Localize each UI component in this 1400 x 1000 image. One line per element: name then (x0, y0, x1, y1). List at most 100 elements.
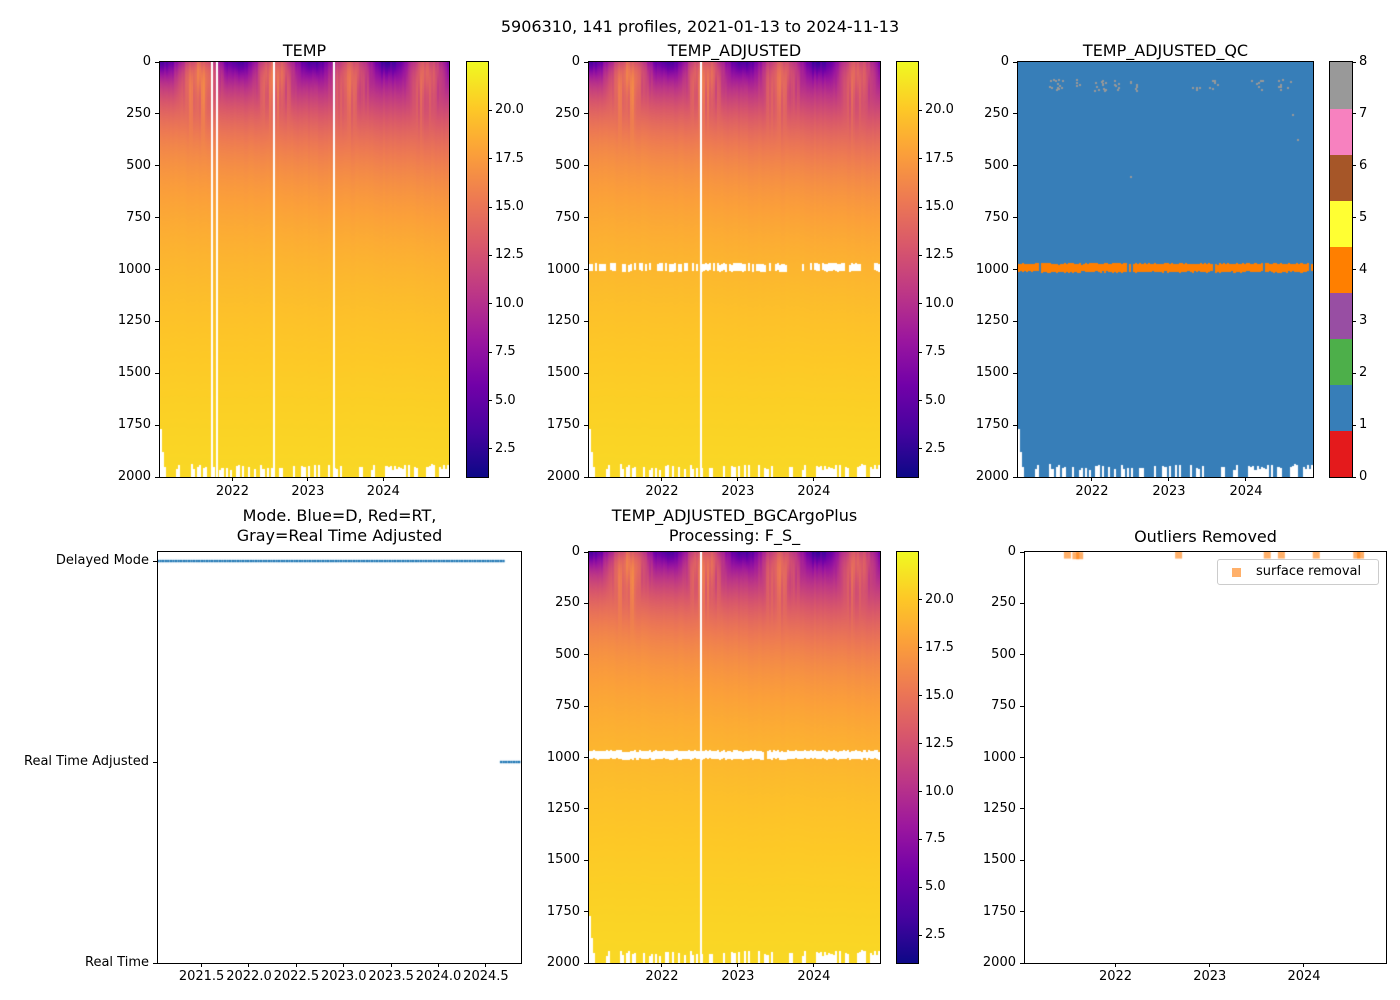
colorbar-temp-adjusted (896, 61, 919, 478)
x-tick-label: 2022 (645, 484, 679, 499)
colorbar-tick-mark (1352, 61, 1356, 63)
y-tick-label: 1000 (117, 261, 151, 277)
colorbar-tick-label: 2.5 (925, 440, 946, 456)
y-tick-mark (1020, 911, 1024, 913)
y-tick-mark (1020, 757, 1024, 758)
colorbar-tick-label: 12.5 (925, 735, 954, 751)
x-tick-mark (1114, 963, 1116, 967)
colorbar-tick-mark (1352, 217, 1356, 219)
x-tick-label: 2024.0 (415, 969, 462, 984)
colorbar-qc-flags (1329, 61, 1353, 478)
y-tick-mark (584, 217, 588, 219)
x-tick-label: 2022 (215, 484, 249, 499)
colorbar-bgcargoplus (896, 551, 919, 964)
x-tick-label: 2022.0 (226, 969, 272, 984)
y-category-label: Real Time Adjusted (24, 754, 149, 770)
y-tick-label: 750 (126, 209, 151, 225)
x-tick-mark (295, 963, 297, 967)
y-tick-mark (584, 757, 588, 758)
colorbar-tick-mark (918, 400, 922, 402)
y-tick-label: 1250 (117, 313, 151, 329)
colorbar-segment-flag-0 (1330, 430, 1352, 478)
y-tick-mark (153, 761, 157, 763)
colorbar-tick-label: 12.5 (925, 247, 954, 263)
y-tick-mark (1020, 551, 1024, 553)
y-tick-mark (155, 217, 159, 219)
axes-title-bgc-line1: TEMP_ADJUSTED_BGCArgoPlus (611, 506, 858, 525)
y-tick-mark (1020, 602, 1024, 604)
y-tick-label: 2000 (546, 955, 580, 970)
y-tick-label: 1250 (546, 313, 580, 329)
colorbar-tick-label: 3 (1359, 313, 1368, 329)
y-tick-mark (1020, 705, 1024, 707)
y-tick-label: 500 (984, 157, 1009, 173)
y-tick-label: 0 (142, 54, 151, 69)
x-tick-label: 2022 (1075, 484, 1109, 499)
y-tick-label: 0 (1000, 54, 1009, 69)
heatmap-temp-adjusted-qc (1018, 62, 1313, 477)
colorbar-tick-mark (1352, 113, 1356, 115)
colorbar-tick-label: 5.0 (925, 879, 946, 895)
colorbar-tick-mark (488, 448, 492, 450)
outliers-scatter-plot (1025, 552, 1386, 963)
y-tick-label: 1250 (975, 313, 1009, 329)
x-tick-mark (201, 963, 203, 967)
y-tick-mark (584, 372, 588, 374)
y-tick-label: 1750 (982, 903, 1016, 919)
axes-title-temp-adjusted: TEMP_ADJUSTED (667, 41, 802, 60)
axes-title-temp-adjusted-qc: TEMP_ADJUSTED_QC (1082, 41, 1249, 60)
colorbar-segment-flag-2 (1330, 338, 1352, 386)
colorbar-tick-mark (488, 206, 492, 208)
x-tick-mark (485, 963, 487, 967)
x-tick-mark (661, 477, 663, 481)
y-tick-label: 1250 (982, 800, 1016, 816)
colorbar-segment-flag-3 (1330, 292, 1352, 340)
y-tick-label: 1750 (546, 417, 580, 433)
y-tick-label: 1000 (546, 749, 580, 765)
colorbar-tick-label: 17.5 (925, 150, 954, 166)
colorbar-tick-label: 1 (1359, 417, 1368, 433)
y-tick-mark (1013, 61, 1017, 63)
x-tick-label: 2024 (1229, 484, 1263, 499)
x-tick-mark (1303, 963, 1305, 967)
y-tick-label: 1500 (975, 365, 1009, 381)
y-tick-mark (1020, 808, 1024, 810)
colorbar-segment-flag-6 (1330, 154, 1352, 201)
colorbar-tick-mark (918, 599, 922, 601)
x-tick-label: 2023.5 (368, 969, 414, 984)
x-tick-label: 2024.5 (463, 969, 509, 984)
y-tick-mark (1013, 113, 1017, 115)
colorbar-tick-label: 10.0 (925, 783, 954, 799)
axes-title-mode-line2: Gray=Real Time Adjusted (236, 526, 443, 545)
colorbar-tick-mark (488, 109, 492, 111)
x-tick-label: 2022 (645, 969, 679, 984)
x-tick-mark (248, 963, 250, 967)
y-tick-mark (153, 962, 157, 964)
y-tick-mark (155, 372, 159, 374)
mode-scatter-plot (158, 552, 521, 963)
colorbar-tick-mark (918, 838, 922, 840)
colorbar-tick-label: 2.5 (495, 440, 516, 456)
colorbar-segment-flag-7 (1330, 108, 1352, 155)
colorbar-tick-mark (488, 400, 492, 402)
y-tick-label: 750 (991, 698, 1016, 714)
y-tick-label: 0 (571, 544, 580, 559)
x-tick-label: 2023 (721, 484, 755, 499)
colorbar-tick-mark (488, 254, 492, 256)
y-tick-label: 1500 (546, 365, 580, 381)
colorbar-tick-label: 5 (1359, 209, 1368, 225)
colorbar-tick-mark (918, 351, 922, 353)
x-tick-mark (737, 963, 739, 967)
y-tick-label: 750 (555, 209, 580, 225)
colorbar-tick-mark (918, 448, 922, 450)
y-tick-mark (155, 476, 159, 478)
y-tick-mark (584, 476, 588, 478)
x-tick-label: 2023 (1152, 484, 1186, 499)
axes-title-bgc-line2: Processing: F_S_ (668, 526, 801, 545)
y-tick-label: 250 (126, 105, 151, 121)
x-tick-label: 2024 (797, 969, 831, 984)
x-tick-label: 2023.0 (321, 969, 367, 984)
y-tick-mark (1020, 962, 1024, 964)
axes-title-outliers: Outliers Removed (1134, 527, 1277, 546)
colorbar-tick-mark (488, 303, 492, 305)
